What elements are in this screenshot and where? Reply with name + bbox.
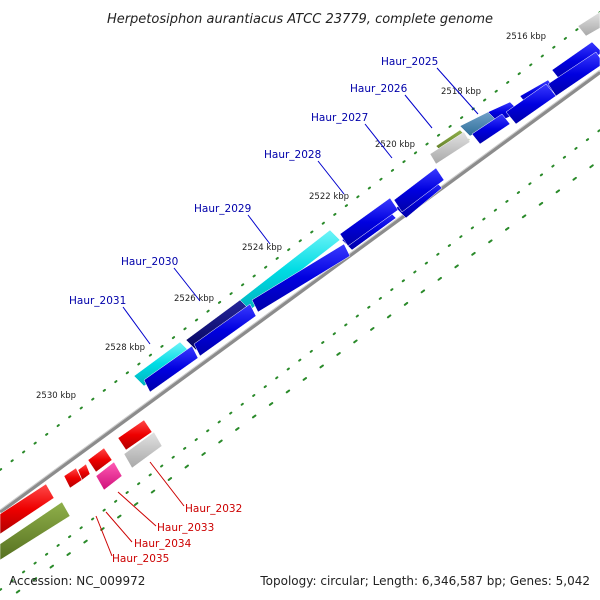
tick-labels: 2516 kbp 2518 kbp 2520 kbp 2522 kbp 2524… — [36, 32, 546, 401]
forward-features — [133, 11, 600, 387]
tick-label-2528: 2528 kbp — [105, 343, 145, 353]
tick-label-2516: 2516 kbp — [506, 32, 546, 42]
gene-label-haur-2028[interactable]: Haur_2028 — [264, 149, 321, 161]
cds-inner-6[interactable] — [193, 303, 257, 357]
gene-label-haur-2035[interactable]: Haur_2035 — [112, 553, 169, 565]
leader-haur-2025 — [436, 67, 479, 115]
tick-label-2520: 2520 kbp — [375, 140, 415, 150]
cds-inner-4[interactable] — [339, 197, 399, 247]
inner-tick-ring — [0, 129, 600, 591]
map-title: Herpetosiphon aurantiacus ATCC 23779, co… — [107, 12, 493, 27]
gene-label-haur-2025[interactable]: Haur_2025 — [381, 56, 438, 68]
cds-inner-2[interactable] — [471, 113, 511, 145]
gene-label-haur-2033[interactable]: Haur_2033 — [157, 522, 214, 534]
cds-haur-2035-olive[interactable] — [0, 501, 71, 561]
gene-label-haur-2027[interactable]: Haur_2027 — [311, 112, 368, 124]
leader-haur-2027 — [364, 123, 393, 159]
gene-leaders — [95, 67, 479, 557]
reverse-features — [0, 419, 163, 561]
leader-haur-2035 — [95, 515, 113, 557]
gene-label-haur-2031[interactable]: Haur_2031 — [69, 295, 126, 307]
gene-label-haur-2029[interactable]: Haur_2029 — [194, 203, 251, 215]
leader-haur-2033 — [117, 491, 157, 527]
genome-summary: Topology: circular; Length: 6,346,587 bp… — [259, 574, 590, 588]
cds-haur-2034-small[interactable] — [77, 463, 91, 481]
leader-haur-2032 — [149, 461, 185, 507]
leader-haur-2028 — [317, 160, 345, 195]
accession-label: Accession: NC_009972 — [9, 574, 145, 588]
cds-inner-5[interactable] — [251, 243, 351, 313]
leader-haur-2029 — [247, 214, 271, 245]
cds-haur-2033[interactable] — [87, 447, 113, 473]
tick-rings — [0, 11, 600, 600]
tick-label-2524: 2524 kbp — [242, 243, 282, 253]
gene-label-haur-2026[interactable]: Haur_2026 — [350, 83, 408, 95]
leader-haur-2030 — [173, 267, 201, 302]
gene-label-haur-2034[interactable]: Haur_2034 — [134, 538, 192, 550]
cds-inner-8[interactable] — [547, 51, 600, 97]
innermost-tick-ring — [5, 159, 600, 600]
gene-label-haur-2030[interactable]: Haur_2030 — [121, 256, 178, 268]
cds-haur-2032-grey[interactable] — [123, 431, 163, 469]
tick-label-2522: 2522 kbp — [309, 192, 349, 202]
tick-label-2530: 2530 kbp — [36, 391, 76, 401]
cds-inner-3[interactable] — [393, 167, 445, 213]
leader-haur-2026 — [404, 94, 433, 129]
cds-inner-grey[interactable] — [429, 131, 471, 165]
cds-inner-7[interactable] — [143, 345, 199, 393]
cds-haur-2035[interactable] — [0, 483, 55, 535]
tick-label-2518: 2518 kbp — [441, 87, 481, 97]
genome-backbone-highlight — [0, 69, 600, 511]
inner-features — [143, 51, 600, 393]
leader-haur-2034 — [105, 511, 133, 543]
gene-labels: Haur_2025 Haur_2026 Haur_2027 Haur_2028 … — [69, 56, 438, 565]
cds-haur-2032[interactable] — [117, 419, 153, 451]
genome-backbone — [0, 70, 600, 514]
tick-label-2526: 2526 kbp — [174, 294, 214, 304]
outer-tick-ring — [0, 11, 600, 471]
cds-upstream-3[interactable] — [577, 11, 600, 37]
gene-label-haur-2032[interactable]: Haur_2032 — [185, 503, 242, 515]
cds-haur-2033-pink[interactable] — [95, 461, 123, 491]
leader-haur-2031 — [122, 306, 151, 345]
